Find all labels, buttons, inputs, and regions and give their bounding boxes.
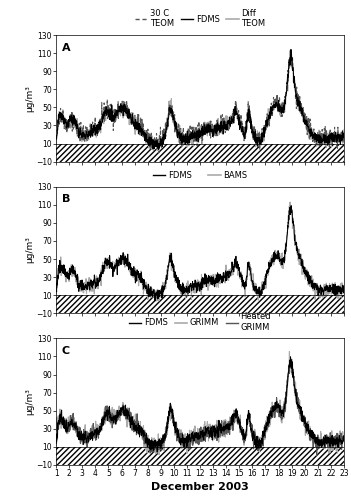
Y-axis label: μg/m³: μg/m³ (26, 388, 35, 415)
Bar (56, 144, 344, 162)
Bar (56, 447, 344, 465)
Bar (56, 295, 344, 314)
Legend: FDMS, GRIMM, Heated
GRIMM: FDMS, GRIMM, Heated GRIMM (129, 312, 271, 332)
Text: B: B (62, 194, 70, 204)
Legend: 30 C
TEOM, FDMS, Diff
TEOM: 30 C TEOM, FDMS, Diff TEOM (135, 9, 265, 29)
Y-axis label: μg/m³: μg/m³ (26, 85, 35, 112)
Text: C: C (62, 346, 70, 356)
Text: A: A (62, 42, 71, 52)
Y-axis label: μg/m³: μg/m³ (26, 236, 35, 264)
Legend: FDMS, BAMS: FDMS, BAMS (153, 171, 247, 180)
X-axis label: December 2003: December 2003 (151, 482, 249, 492)
